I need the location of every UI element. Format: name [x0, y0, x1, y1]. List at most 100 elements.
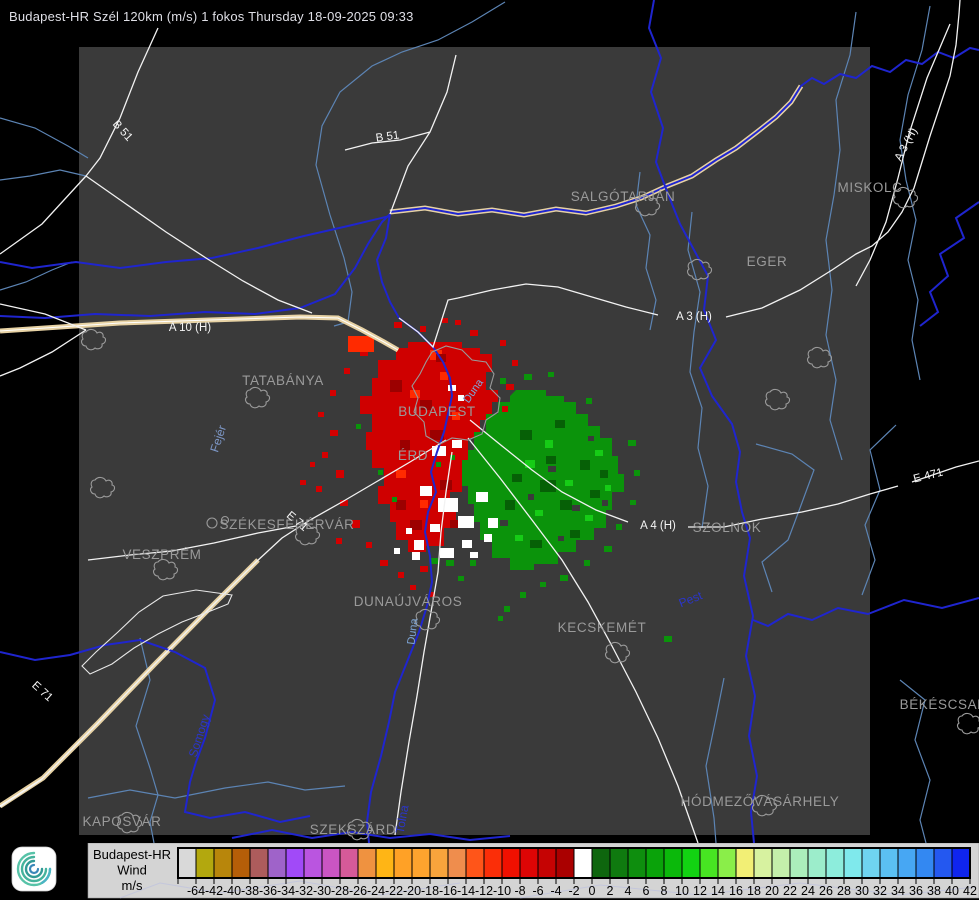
- legend-swatch: [303, 847, 323, 879]
- radar-echo-cell: [560, 575, 568, 581]
- settlement-outline: [687, 258, 713, 281]
- radar-echo-cell: [406, 528, 412, 534]
- legend-value: -26: [349, 884, 367, 898]
- legend-swatch: [177, 847, 197, 879]
- radar-echo-cell: [394, 322, 402, 328]
- radar-echo-cell: [548, 466, 556, 472]
- radar-echo-cell: [584, 560, 590, 566]
- radar-echo-cell: [430, 430, 444, 440]
- legend-title-line: Budapest-HR: [93, 847, 171, 862]
- radar-echo-cell: [585, 515, 593, 521]
- legend-swatch: [789, 847, 809, 879]
- radar-echo-cell: [344, 368, 350, 374]
- radar-echo-cell: [336, 538, 342, 544]
- radar-echo-cell: [396, 470, 406, 478]
- legend-swatch: [519, 847, 539, 879]
- radar-echo-cell: [512, 360, 518, 366]
- legend-value: 42: [963, 884, 977, 898]
- radar-echo-cell: [420, 500, 428, 508]
- radar-echo-cell: [588, 436, 594, 441]
- radar-echo-cell: [420, 400, 432, 410]
- radar-echo-cell: [452, 412, 460, 420]
- page-title: Budapest-HR Szél 120km (m/s) 1 fokos Thu…: [9, 9, 414, 24]
- radar-echo-cell: [498, 616, 503, 621]
- radar-echo-cell: [525, 460, 535, 468]
- legend-value: 0: [589, 884, 596, 898]
- legend-title-line: m/s: [122, 878, 143, 893]
- legend-swatch: [375, 847, 395, 879]
- radar-echo-cell: [352, 520, 360, 528]
- radar-echo-cell: [310, 462, 315, 467]
- city-label: DUNAÚJVÁROS: [354, 594, 463, 609]
- legend-value: 10: [675, 884, 689, 898]
- radar-echo-cell: [462, 540, 472, 548]
- legend-value: 34: [891, 884, 905, 898]
- legend-swatch: [213, 847, 233, 879]
- radar-echo-cell: [390, 380, 402, 392]
- settlement-outline: [752, 794, 778, 817]
- legend-value: 18: [747, 884, 761, 898]
- minor-rivers-layer: [0, 1, 931, 843]
- city-label: SZÉKESFEHÉRVÁR: [220, 517, 355, 532]
- legend-outline: [177, 847, 971, 879]
- legend-value: -40: [223, 884, 241, 898]
- radar-echo-cell: [432, 446, 446, 456]
- legend-swatch: [879, 847, 899, 879]
- radar-echo-cell: [548, 372, 554, 377]
- legend-swatch: [429, 847, 449, 879]
- legend-value: -18: [421, 884, 439, 898]
- legend-value: 6: [643, 884, 650, 898]
- legend-swatch: [573, 847, 593, 879]
- legend-title-line: Wind: [117, 863, 147, 878]
- legend-swatch: [339, 847, 359, 879]
- settlement-outline: [117, 811, 143, 834]
- legend-swatch: [447, 847, 467, 879]
- radar-echo-cell: [330, 430, 338, 436]
- radar-echo-cell: [450, 455, 455, 460]
- settlement-outline: [90, 476, 116, 499]
- legend-swatch: [321, 847, 341, 879]
- settlement-outline: [245, 386, 271, 409]
- legend-swatch: [357, 847, 377, 879]
- radar-echo-cell: [560, 500, 572, 510]
- radar-echo-cell: [410, 520, 422, 530]
- radar-echo-cell: [540, 582, 546, 587]
- radar-echo-cell: [436, 462, 441, 467]
- settlement-outline: [415, 608, 441, 631]
- legend-swatch: [285, 847, 305, 879]
- settlement-outline: [153, 558, 179, 581]
- radar-echo-cell: [565, 480, 573, 486]
- radar-logo[interactable]: [11, 846, 57, 892]
- danube-river: [365, 213, 454, 843]
- legend-value: -36: [259, 884, 277, 898]
- legend-value: 14: [711, 884, 725, 898]
- radar-echo-cell: [430, 592, 435, 597]
- radar-echo-cell: [664, 636, 672, 642]
- radar-echo-cell: [630, 500, 636, 505]
- legend-value: 26: [819, 884, 833, 898]
- radar-echo-cell: [558, 536, 564, 541]
- radar-echo-cell: [410, 390, 420, 398]
- radar-echo-cell: [628, 440, 636, 446]
- radar-echo-cell: [500, 520, 508, 526]
- radar-echo-cell: [602, 500, 608, 506]
- road-label: A 3 (H): [676, 311, 712, 323]
- legend-value: 24: [801, 884, 815, 898]
- road-label: A 10 (H): [169, 322, 211, 334]
- radar-echo-cell: [500, 340, 506, 346]
- radar-echo-cell: [470, 560, 476, 566]
- settlement-blobs: [81, 186, 979, 841]
- radar-echo-cell: [392, 497, 397, 502]
- legend-swatch: [465, 847, 485, 879]
- radar-echo-cell: [380, 560, 388, 566]
- legend-swatch: [609, 847, 629, 879]
- radar-echo-cell: [330, 390, 336, 396]
- radar-echo-cell: [322, 452, 328, 458]
- radar-echo-cell: [316, 486, 322, 492]
- radar-echo-cell: [515, 535, 523, 541]
- radar-echo-cell: [446, 560, 454, 566]
- lake-balaton: [81, 589, 233, 675]
- legend-value: -22: [385, 884, 403, 898]
- city-label: KAPOSVÁR: [82, 814, 161, 829]
